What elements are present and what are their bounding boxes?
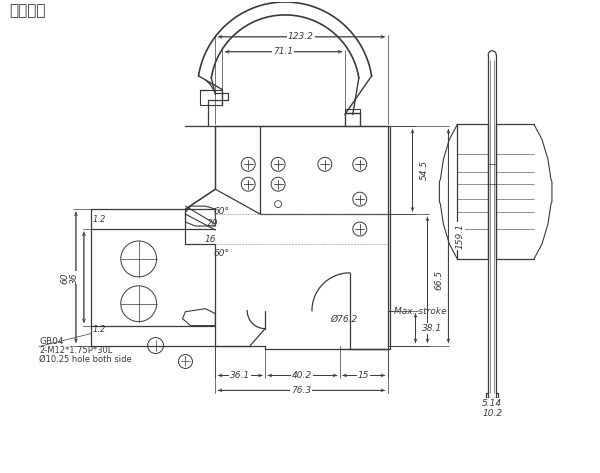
Text: Max. stroke: Max. stroke — [394, 307, 446, 315]
Text: 66.5: 66.5 — [434, 270, 443, 290]
Text: 1.2: 1.2 — [93, 324, 106, 333]
Text: 60°: 60° — [214, 207, 229, 216]
Text: 38.1: 38.1 — [421, 324, 442, 333]
Text: 刀组图面: 刀组图面 — [9, 3, 46, 18]
Text: 76.3: 76.3 — [291, 386, 311, 395]
Text: 20: 20 — [208, 219, 219, 228]
Text: 40.2: 40.2 — [292, 371, 312, 380]
Text: 159.1: 159.1 — [455, 223, 464, 249]
Text: 10.2: 10.2 — [482, 409, 502, 418]
Text: 15: 15 — [358, 371, 370, 380]
Text: 60: 60 — [60, 272, 69, 284]
Text: 36.1: 36.1 — [230, 371, 250, 380]
Text: 1.2: 1.2 — [93, 215, 106, 224]
Text: 71.1: 71.1 — [273, 47, 293, 56]
Text: 5.14: 5.14 — [482, 399, 502, 408]
Text: 16: 16 — [205, 235, 216, 244]
Text: 54.5: 54.5 — [419, 160, 428, 180]
Text: Ø10.25 hole both side: Ø10.25 hole both side — [39, 354, 132, 363]
Text: 36: 36 — [70, 272, 79, 284]
Text: 123.2: 123.2 — [288, 32, 314, 41]
Text: 2-M12*1.75P*30L: 2-M12*1.75P*30L — [39, 345, 112, 354]
Text: 60°: 60° — [214, 249, 229, 258]
Text: Ø76.2: Ø76.2 — [330, 315, 357, 324]
Text: GB04: GB04 — [39, 337, 64, 346]
